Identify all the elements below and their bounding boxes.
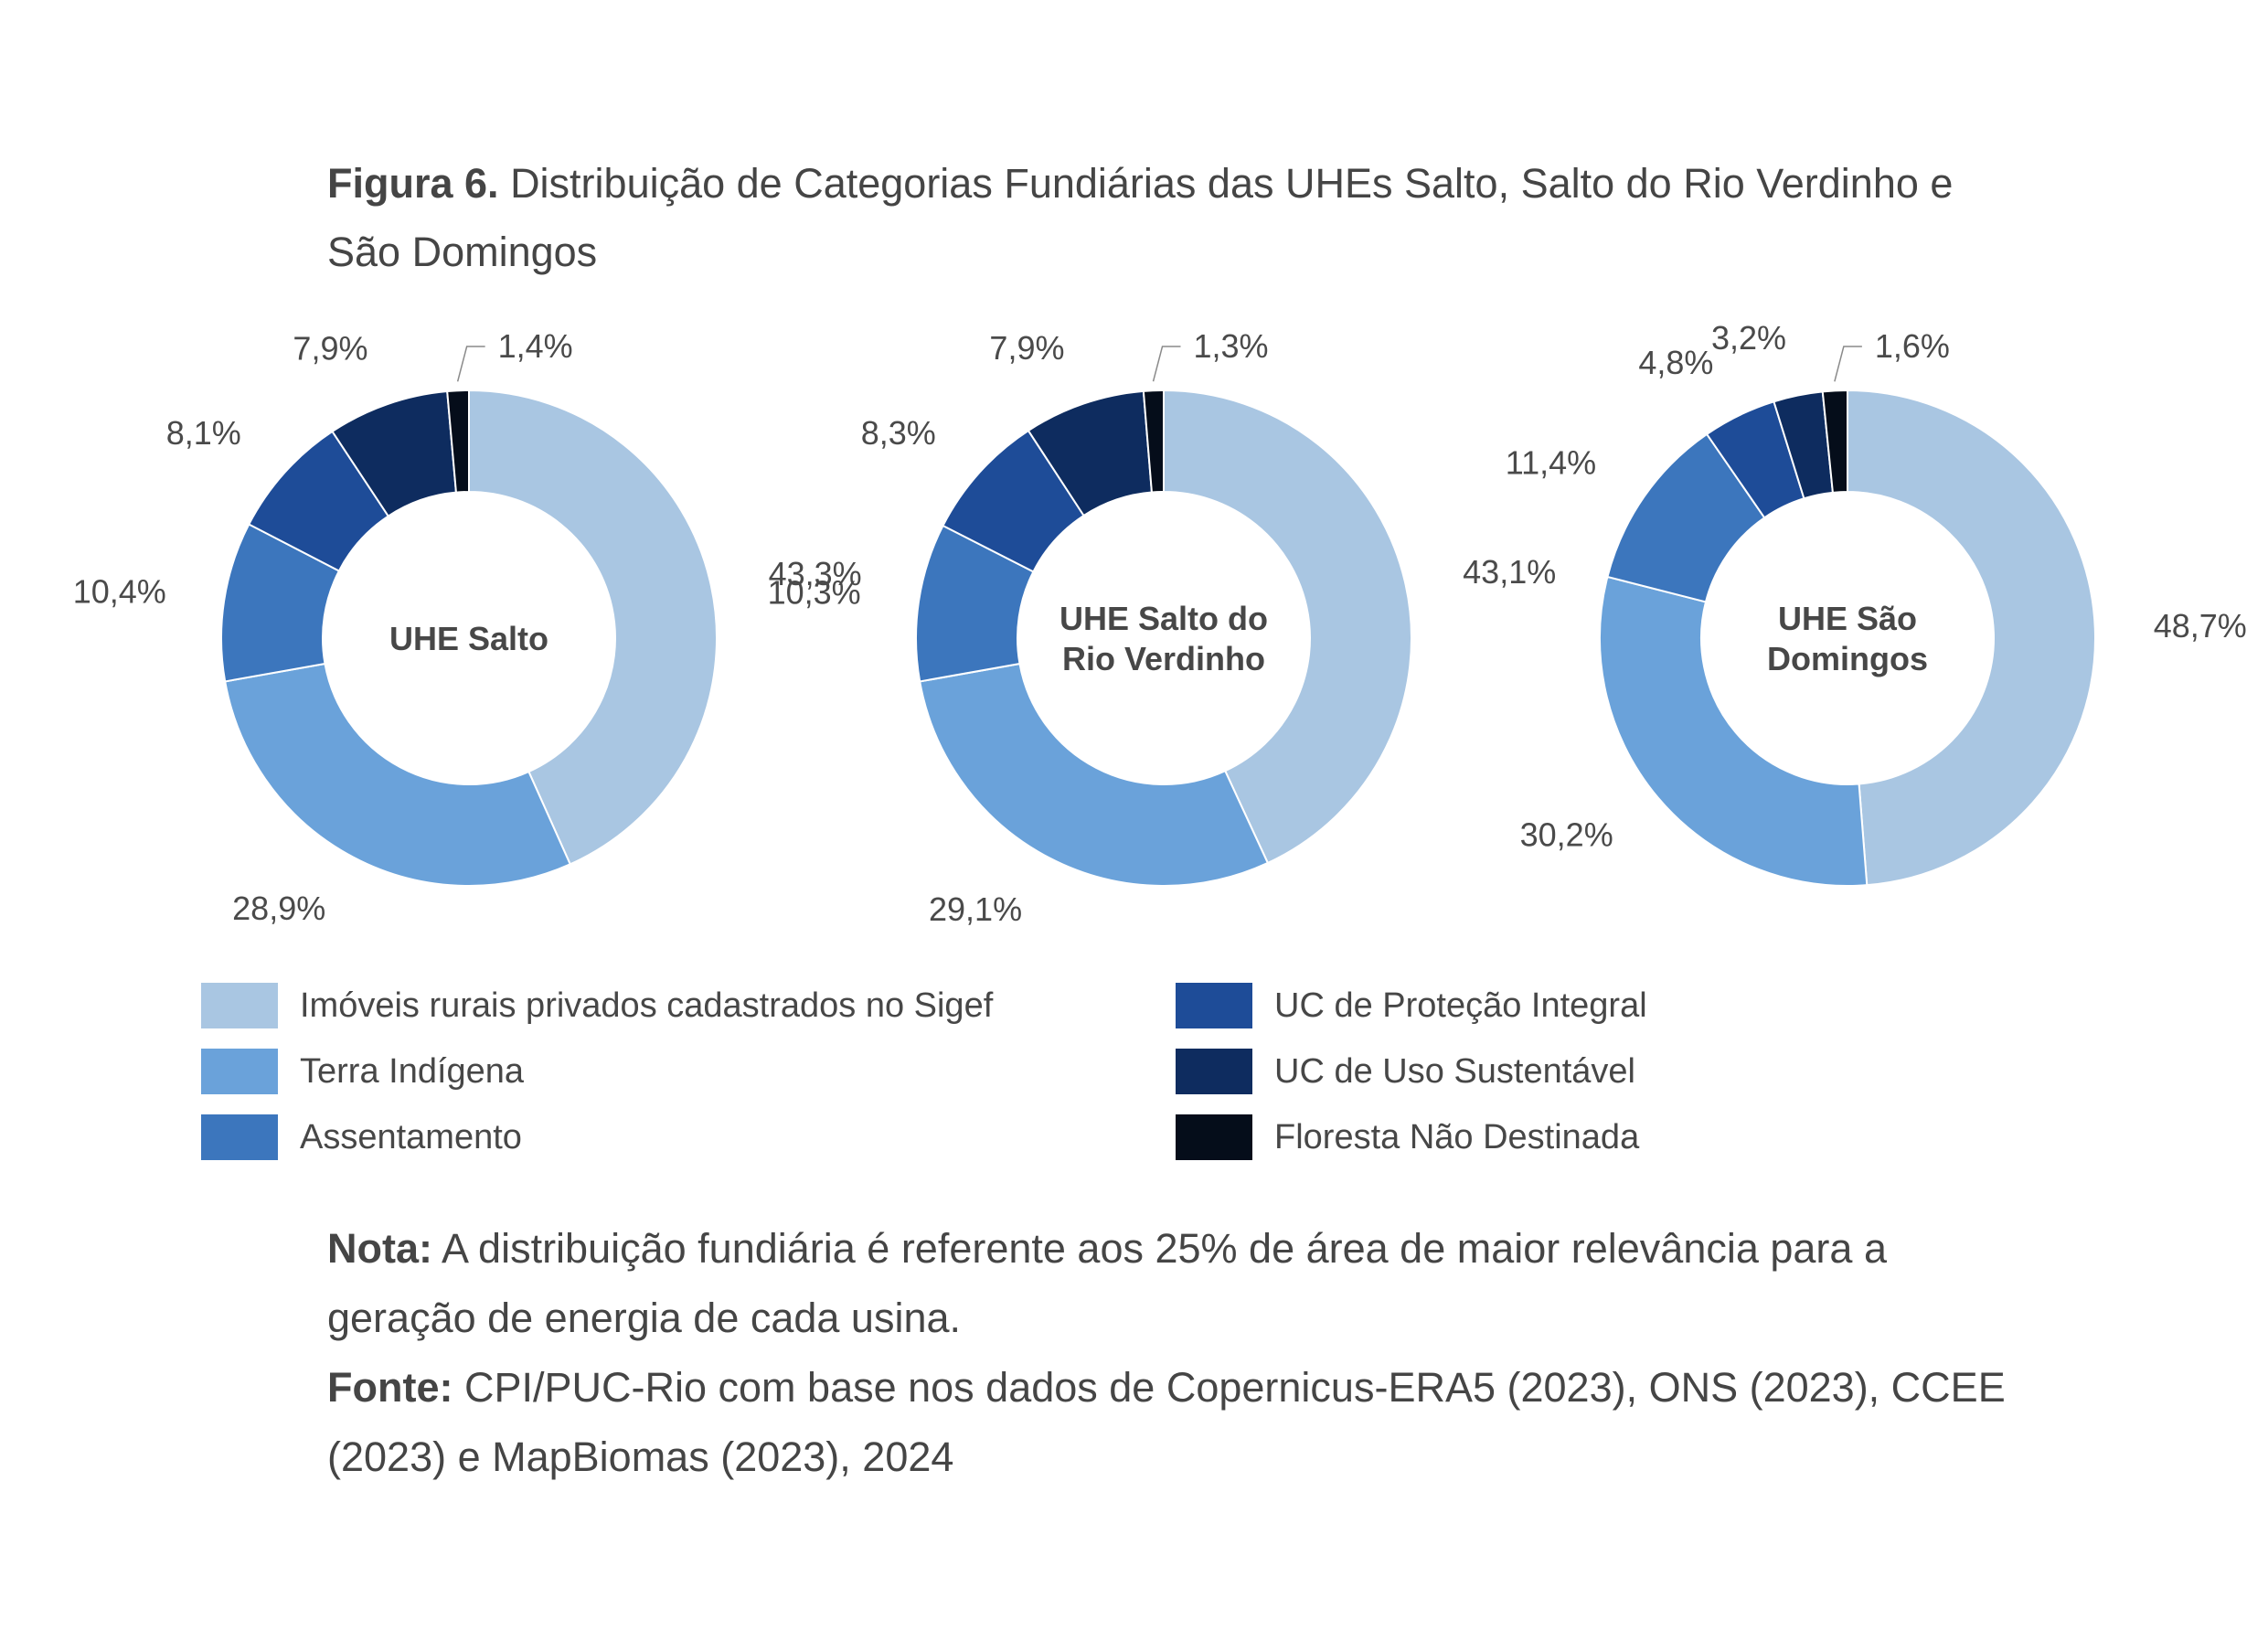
slice-label: 30,2% <box>1520 816 1613 854</box>
slice-label: 43,3% <box>769 555 862 592</box>
donut-slice <box>1847 389 2096 887</box>
donut-slice <box>1821 389 1848 494</box>
leader-line <box>1152 346 1181 382</box>
center-label: UHE Salto <box>389 620 548 657</box>
slice-label: 8,1% <box>166 414 241 452</box>
legend-swatch <box>201 1049 278 1094</box>
legend-label: Assentamento <box>300 1118 522 1156</box>
legend-label: UC de Proteção Integral <box>1274 986 1647 1025</box>
slice-label: 1,6% <box>1875 327 1950 365</box>
donut-slice <box>919 662 1270 887</box>
donut-chart: 43,3% 28,9% 10,4% 8,1% 7,9% 1,4% UHE Salto <box>73 327 862 927</box>
slice-label: 7,9% <box>989 329 1064 367</box>
slice-label: 3,2% <box>1711 319 1786 357</box>
slice-label: 4,8% <box>1638 344 1713 381</box>
legend-label: Terra Indígena <box>300 1052 525 1091</box>
nota-text: A distribuição fundiária é referente aos… <box>327 1225 1887 1341</box>
center-label: UHE Salto do <box>1059 600 1268 637</box>
donut-chart: 43,1% 29,1% 10,3% 8,3% 7,9% 1,3% UHE Salto doR… <box>768 327 1557 928</box>
fonte: Fonte: CPI/PUC-Rio com base nos dados de… <box>327 1353 2046 1492</box>
figure-caption-text: Distribuição de Categorias Fundiárias da… <box>327 160 1954 275</box>
donut-chart: 48,7% 30,2% 11,4% 4,8%3,2% 1,6% UHE SãoDoming… <box>1506 319 2247 887</box>
legend: Imóveis rurais privados cadastrados no S… <box>201 983 1755 1184</box>
slice-label: 43,1% <box>1463 553 1556 591</box>
slice-label: 10,4% <box>73 573 166 611</box>
donut-slice <box>446 389 470 494</box>
fonte-label: Fonte: <box>327 1364 453 1411</box>
leader-line <box>456 346 485 382</box>
legend-label: Imóveis rurais privados cadastrados no S… <box>300 986 994 1025</box>
figure-caption-label: Figura 6. <box>327 160 499 207</box>
slice-label: 1,4% <box>498 327 573 365</box>
slice-label: 48,7% <box>2154 607 2247 645</box>
legend-swatch <box>1176 1049 1252 1094</box>
legend-swatch <box>201 1114 278 1160</box>
center-label: Rio Verdinho <box>1062 640 1265 677</box>
donut-slice <box>1163 389 1412 865</box>
legend-swatch <box>201 983 278 1028</box>
leader-line <box>1834 346 1862 382</box>
nota-label: Nota: <box>327 1225 432 1272</box>
slice-label: 10,3% <box>768 574 861 612</box>
donut-slice <box>1599 575 1869 887</box>
donut-slice <box>468 389 718 866</box>
center-label: UHE São <box>1778 600 1917 637</box>
slice-label: 1,3% <box>1194 327 1269 365</box>
slice-label: 29,1% <box>929 890 1022 928</box>
legend-label: Floresta Não Destinada <box>1274 1118 1640 1156</box>
donut-charts: 43,3% 28,9% 10,4% 8,1% 7,9% 1,4% UHE Salto 43,1… <box>73 319 2247 928</box>
figure-caption: Figura 6. Distribuição de Categorias Fun… <box>327 149 2028 286</box>
slice-label: 28,9% <box>232 890 325 927</box>
notes: Nota: A distribuição fundiária é referen… <box>327 1214 2046 1492</box>
legend-swatch <box>1176 983 1252 1028</box>
center-label: Domingos <box>1767 640 1928 677</box>
donut-slice <box>224 662 572 887</box>
legend-swatch <box>1176 1114 1252 1160</box>
legend-label: UC de Uso Sustentável <box>1274 1052 1635 1091</box>
nota: Nota: A distribuição fundiária é referen… <box>327 1214 2046 1353</box>
slice-label: 11,4% <box>1506 443 1596 481</box>
slice-label: 8,3% <box>861 414 936 452</box>
donut-slice <box>1142 389 1165 494</box>
slice-label: 7,9% <box>293 330 367 368</box>
fonte-text: CPI/PUC-Rio com base nos dados de Copern… <box>327 1364 2006 1480</box>
